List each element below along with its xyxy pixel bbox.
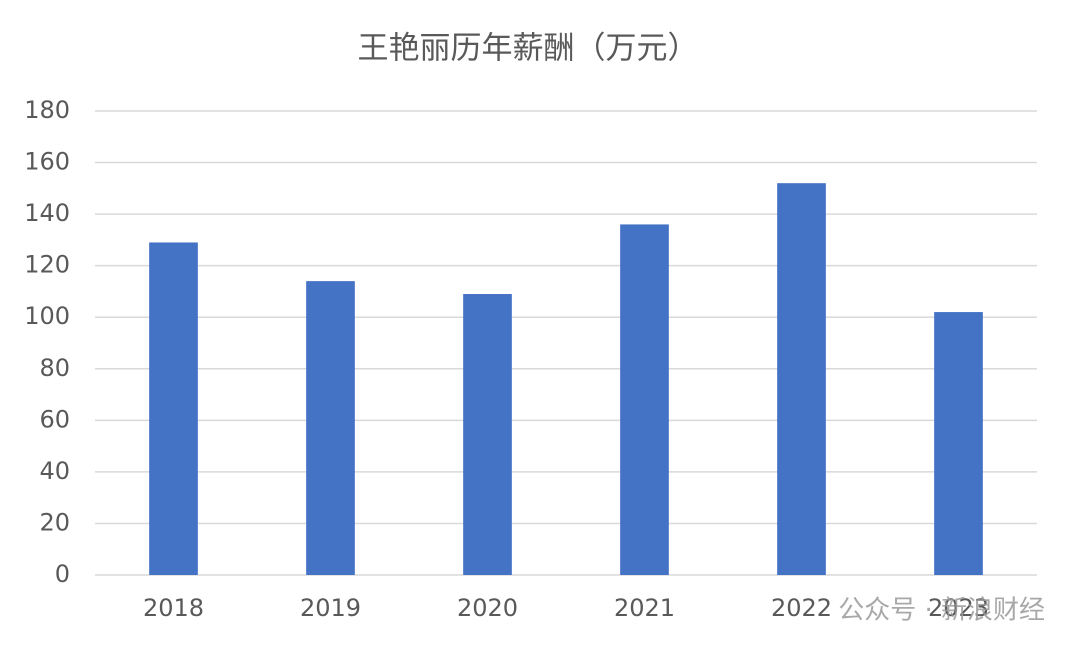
bar: [934, 312, 983, 575]
chart-title: 王艳丽历年薪酬（万元）: [358, 31, 699, 67]
y-tick-label: 20: [39, 508, 70, 536]
bar: [777, 183, 826, 575]
x-tick-label: 2021: [614, 594, 675, 622]
y-tick-label: 80: [39, 354, 70, 382]
x-tick-label: 2022: [771, 594, 832, 622]
y-tick-label: 160: [24, 148, 70, 176]
x-tick-label: 2020: [457, 594, 518, 622]
y-tick-label: 100: [24, 302, 70, 330]
bar: [306, 281, 355, 575]
watermark: 公众号 · 新浪财经: [838, 596, 1045, 626]
y-tick-label: 40: [39, 457, 70, 485]
x-tick-label: 2018: [143, 594, 204, 622]
y-tick-label: 120: [24, 251, 70, 279]
y-tick-label: 60: [39, 405, 70, 433]
x-tick-label: 2023: [928, 594, 989, 622]
bar: [463, 294, 512, 575]
y-tick-label: 0: [55, 560, 70, 588]
bar: [620, 224, 669, 575]
bar: [149, 242, 198, 575]
y-tick-label: 140: [24, 199, 70, 227]
y-tick-label: 180: [24, 96, 70, 124]
x-tick-label: 2019: [300, 594, 361, 622]
